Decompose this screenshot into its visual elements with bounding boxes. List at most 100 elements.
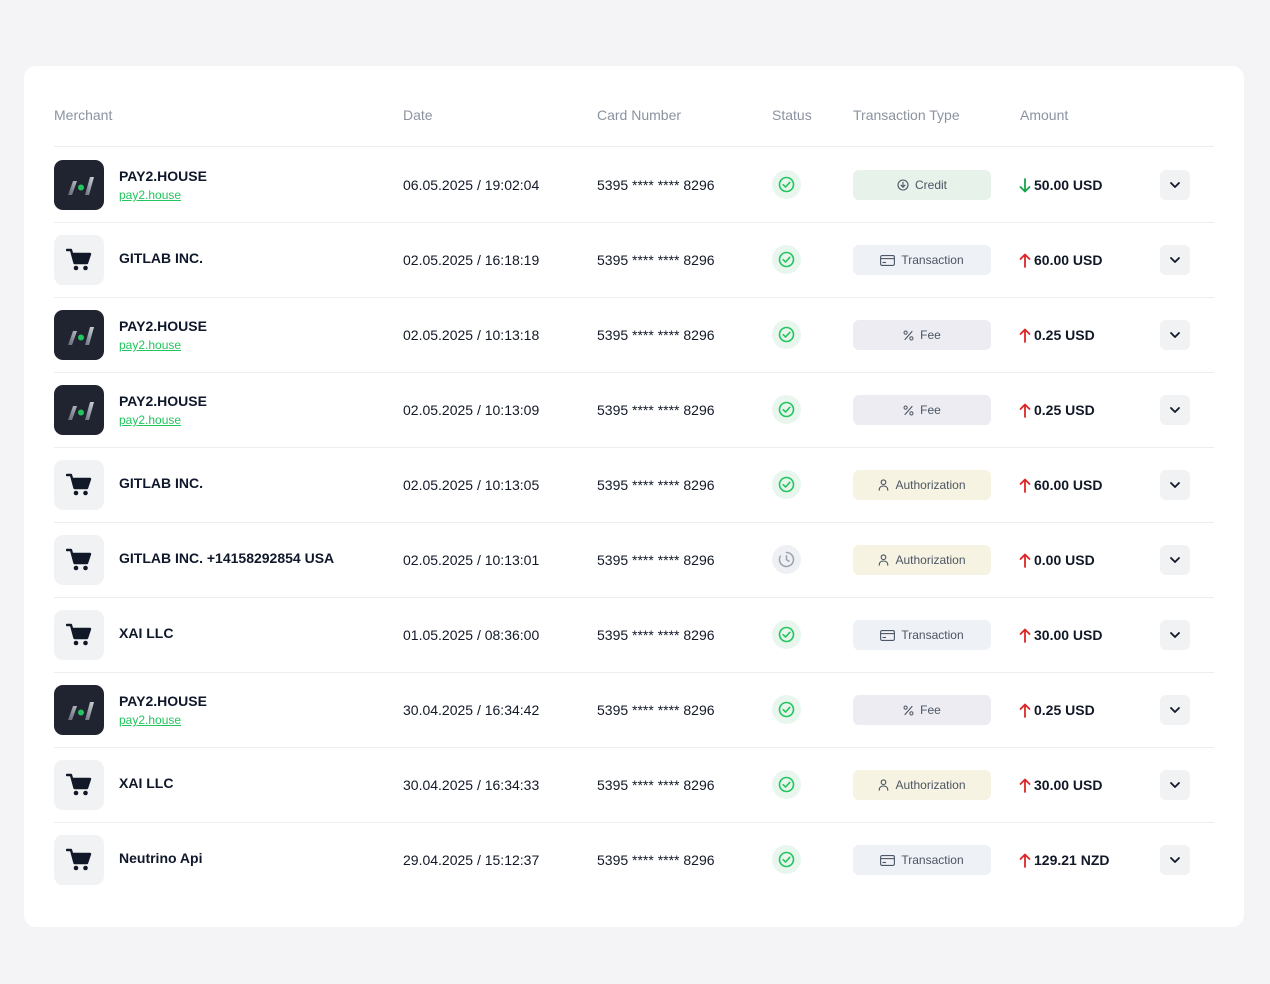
transaction-date: 06.05.2025 / 19:02:04 <box>403 177 540 193</box>
expand-row-button[interactable] <box>1160 845 1190 875</box>
transaction-amount: 30.00 USD <box>1019 777 1102 793</box>
amount-value: 129.21 NZD <box>1034 852 1110 868</box>
arrow-up-icon <box>1019 328 1031 343</box>
transaction-type-badge: Authorization <box>853 770 991 800</box>
merchant-name: XAI LLC <box>119 775 174 791</box>
merchant-link[interactable]: pay2.house <box>119 338 182 352</box>
transaction-amount: 0.25 USD <box>1019 702 1095 718</box>
expand-row-button[interactable] <box>1160 620 1190 650</box>
transaction-type-badge: Credit <box>853 170 991 200</box>
merchant-link[interactable]: pay2.house <box>119 713 182 727</box>
chevron-down-icon <box>1169 781 1181 789</box>
arrow-up-icon <box>1019 403 1031 418</box>
transaction-type-badge: Fee <box>853 695 991 725</box>
card-number: 5395 **** **** 8296 <box>597 777 715 793</box>
arrow-up-icon <box>1019 853 1031 868</box>
transaction-type-label: Authorization <box>895 553 966 567</box>
table-row[interactable]: XAI LLC 01.05.2025 / 08:36:00 5395 **** **… <box>54 598 1214 673</box>
user-icon <box>878 779 889 791</box>
table-row[interactable]: PAY2.HOUSE pay2.house 02.05.2025 / 10:13:0… <box>54 373 1214 448</box>
merchant-name: XAI LLC <box>119 625 174 641</box>
status-success-icon <box>772 695 801 724</box>
merchant-name: GITLAB INC. <box>119 475 203 491</box>
merchant-name: GITLAB INC. <box>119 250 203 266</box>
transaction-amount: 50.00 USD <box>1019 177 1102 193</box>
table-header: Merchant Date Card Number Status Transac… <box>54 104 1214 147</box>
shopping-cart-icon <box>54 760 104 810</box>
arrow-up-icon <box>1019 553 1031 568</box>
amount-value: 30.00 USD <box>1034 777 1103 793</box>
card-icon <box>880 854 896 866</box>
expand-row-button[interactable] <box>1160 170 1190 200</box>
percent-icon <box>903 404 914 416</box>
merchant-link[interactable]: pay2.house <box>119 188 182 202</box>
transaction-type-badge: Fee <box>853 395 991 425</box>
transaction-amount: 0.25 USD <box>1019 402 1095 418</box>
percent-icon <box>903 704 914 716</box>
card-number: 5395 **** **** 8296 <box>597 627 715 643</box>
merchant-name: PAY2.HOUSE <box>119 318 207 334</box>
transactions-table-body: PAY2.HOUSE pay2.house 06.05.2025 / 19:02:0… <box>54 148 1214 898</box>
transaction-amount: 0.00 USD <box>1019 552 1095 568</box>
expand-row-button[interactable] <box>1160 770 1190 800</box>
transaction-date: 02.05.2025 / 10:13:01 <box>403 552 540 568</box>
expand-row-button[interactable] <box>1160 320 1190 350</box>
card-number: 5395 **** **** 8296 <box>597 852 715 868</box>
status-success-icon <box>772 770 801 799</box>
transaction-type-label: Transaction <box>901 253 964 267</box>
card-number: 5395 **** **** 8296 <box>597 327 715 343</box>
merchant-name: Neutrino Api <box>119 850 203 866</box>
card-number: 5395 **** **** 8296 <box>597 252 715 268</box>
transaction-type-label: Transaction <box>901 628 964 642</box>
shopping-cart-icon <box>54 235 104 285</box>
arrow-up-icon <box>1019 778 1031 793</box>
amount-value: 0.25 USD <box>1034 402 1095 418</box>
transaction-amount: 60.00 USD <box>1019 477 1102 493</box>
merchant-link[interactable]: pay2.house <box>119 413 182 427</box>
table-row[interactable]: GITLAB INC. 02.05.2025 / 10:13:05 5395 ***… <box>54 448 1214 523</box>
amount-value: 50.00 USD <box>1034 177 1103 193</box>
transaction-date: 30.04.2025 / 16:34:42 <box>403 702 540 718</box>
expand-row-button[interactable] <box>1160 395 1190 425</box>
table-row[interactable]: GITLAB INC. 02.05.2025 / 16:18:19 5395 ***… <box>54 223 1214 298</box>
transaction-type-badge: Transaction <box>853 245 991 275</box>
transaction-date: 29.04.2025 / 15:12:37 <box>403 852 540 868</box>
percent-icon <box>903 329 914 341</box>
status-success-icon <box>772 245 801 274</box>
amount-value: 0.00 USD <box>1034 552 1095 568</box>
arrow-up-icon <box>1019 253 1031 268</box>
transaction-date: 01.05.2025 / 08:36:00 <box>403 627 540 643</box>
card-number: 5395 **** **** 8296 <box>597 402 715 418</box>
merchant-logo <box>54 310 104 360</box>
transaction-type-label: Credit <box>914 178 947 192</box>
table-row[interactable]: PAY2.HOUSE pay2.house 06.05.2025 / 19:02:0… <box>54 148 1214 223</box>
merchant-name: PAY2.HOUSE <box>119 693 207 709</box>
transaction-type-label: Fee <box>920 403 941 417</box>
expand-row-button[interactable] <box>1160 245 1190 275</box>
chevron-down-icon <box>1169 331 1181 339</box>
transaction-type-badge: Transaction <box>853 620 991 650</box>
expand-row-button[interactable] <box>1160 695 1190 725</box>
download-circle-icon <box>897 179 909 191</box>
table-row[interactable]: XAI LLC 30.04.2025 / 16:34:33 5395 **** **… <box>54 748 1214 823</box>
table-row[interactable]: GITLAB INC. +14158292854 USA 02.05.2025 /… <box>54 523 1214 598</box>
merchant-logo <box>54 385 104 435</box>
status-success-icon <box>772 845 801 874</box>
arrow-down-icon <box>1019 177 1031 193</box>
card-number: 5395 **** **** 8296 <box>597 177 715 193</box>
transaction-date: 30.04.2025 / 16:34:33 <box>403 777 540 793</box>
status-success-icon <box>772 620 801 649</box>
expand-row-button[interactable] <box>1160 545 1190 575</box>
chevron-down-icon <box>1169 556 1181 564</box>
table-row[interactable]: PAY2.HOUSE pay2.house 30.04.2025 / 16:34:4… <box>54 673 1214 748</box>
table-row[interactable]: PAY2.HOUSE pay2.house 02.05.2025 / 10:13:1… <box>54 298 1214 373</box>
arrow-up-icon <box>1019 703 1031 718</box>
user-icon <box>878 554 889 566</box>
transaction-date: 02.05.2025 / 10:13:18 <box>403 327 540 343</box>
arrow-up-icon <box>1019 478 1031 493</box>
chevron-down-icon <box>1169 706 1181 714</box>
transaction-date: 02.05.2025 / 10:13:05 <box>403 477 540 493</box>
chevron-down-icon <box>1169 256 1181 264</box>
expand-row-button[interactable] <box>1160 470 1190 500</box>
table-row[interactable]: Neutrino Api 29.04.2025 / 15:12:37 5395 **… <box>54 823 1214 898</box>
